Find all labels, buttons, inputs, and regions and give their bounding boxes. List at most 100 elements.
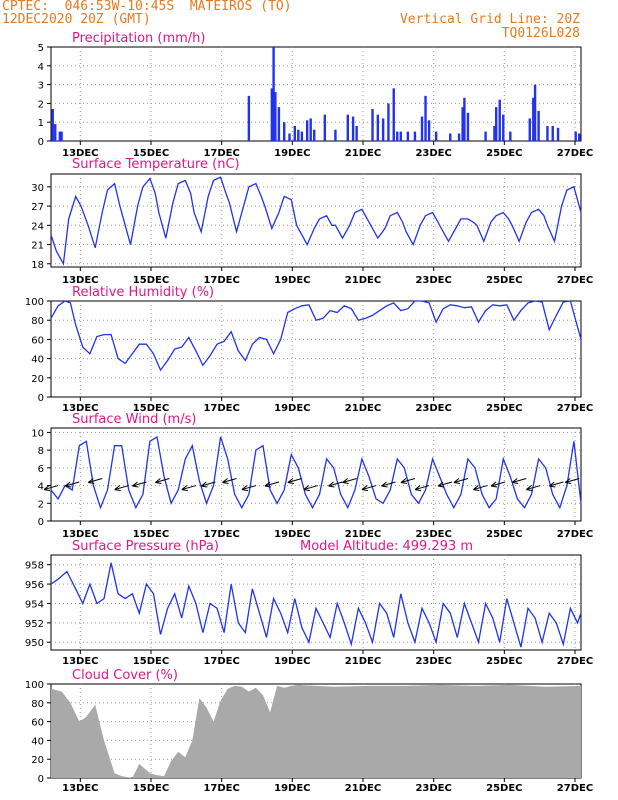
x-tick-label: 17DEC (203, 656, 239, 667)
wind-arrow-head (64, 481, 72, 488)
header-station: CPTEC: 046:53W-10:45S MATEIROS (TO) (2, 0, 292, 14)
wind-arrow-head (303, 485, 310, 492)
wind-arrow (361, 485, 377, 491)
wind-arrow (114, 485, 129, 491)
wind-arrow (453, 478, 469, 483)
wind-arrow (65, 481, 80, 487)
x-tick-label: 19DEC (274, 656, 310, 667)
panel-5 (47, 683, 582, 782)
precip-bar (277, 107, 281, 141)
x-tick-label: 25DEC (486, 529, 522, 540)
wind-arrow-head (222, 478, 229, 484)
panel-1 (47, 173, 582, 271)
wind-arrow-head (43, 485, 51, 492)
y-tick-label: 4 (38, 482, 44, 493)
wind-arrow (414, 485, 430, 491)
y-tick-label: 24 (31, 221, 44, 232)
y-tick-label: 958 (25, 561, 44, 572)
precip-bar (376, 114, 380, 141)
wind-arrow (437, 481, 453, 487)
x-tick-label: 27DEC (557, 148, 593, 159)
x-tick-label: 15DEC (133, 403, 169, 414)
precip-bar (556, 127, 560, 141)
panel-frame (50, 300, 582, 398)
precip-bar (502, 114, 505, 141)
wind-arrow (381, 481, 396, 487)
precip-bar (300, 131, 304, 141)
wind-arrow-head (342, 478, 349, 484)
x-tick-label: 15DEC (133, 529, 169, 540)
precip-bar (58, 131, 62, 141)
panel-4 (47, 554, 582, 654)
wind-arrow-head (453, 478, 461, 484)
precip-bar (457, 133, 461, 141)
precip-bar (463, 97, 466, 141)
y-tick-label: 0 (38, 517, 44, 528)
y-tick-label: 18 (31, 260, 44, 271)
precip-bar (495, 107, 498, 141)
y-tick-label: 952 (25, 619, 44, 630)
wind-arrow (155, 478, 170, 483)
x-tick-label: 15DEC (133, 783, 169, 794)
wind-arrow-head (87, 478, 95, 484)
precip-bar (371, 109, 374, 141)
series-line (50, 562, 582, 648)
wind-arrow (473, 485, 488, 491)
precip-bar (392, 88, 395, 141)
x-tick-label: 23DEC (415, 529, 451, 540)
precip-bar (387, 103, 390, 141)
precip-bar (54, 124, 57, 141)
x-tick-label: 27DEC (557, 783, 593, 794)
wind-arrow-head (490, 481, 498, 488)
series-line (50, 176, 582, 266)
x-tick-label: 21DEC (345, 529, 381, 540)
y-tick-label: 100 (25, 680, 44, 691)
wind-arrow-head (181, 485, 188, 492)
precip-bar (305, 120, 309, 141)
x-tick-label: 23DEC (415, 275, 451, 286)
cloud-area (51, 684, 581, 778)
wind-arrow (526, 485, 541, 491)
y-tick-label: 30 (31, 183, 44, 194)
precip-bar (51, 109, 54, 141)
panel-title: Relative Humidity (%) (72, 285, 214, 300)
wind-arrow-head (114, 485, 121, 492)
precip-bar (270, 88, 274, 141)
precip-bar (537, 110, 540, 141)
series-line (50, 300, 582, 372)
x-tick-label: 21DEC (345, 783, 381, 794)
panel-frame (50, 427, 582, 522)
wind-arrow-head (241, 485, 249, 492)
wind-arrow-head (526, 485, 533, 492)
wind-arrow (303, 485, 318, 491)
precip-bar (288, 133, 291, 141)
wind-arrow-head (381, 481, 388, 488)
precip-bar (60, 131, 63, 141)
precip-bar (313, 129, 316, 141)
wind-arrow (549, 481, 564, 487)
precip-bar (247, 95, 251, 141)
precip-bar (546, 125, 549, 141)
y-tick-label: 27 (31, 202, 44, 213)
wind-arrow (287, 478, 303, 483)
x-tick-label: 25DEC (486, 783, 522, 794)
wind-arrow-head (511, 478, 519, 484)
wind-arrow-head (287, 478, 294, 484)
y-tick-label: 0 (38, 137, 44, 148)
y-tick-label: 80 (31, 316, 44, 327)
precip-bar (578, 133, 581, 141)
precip-bar (449, 133, 452, 141)
wind-arrow (132, 481, 147, 487)
wind-arrow-head (264, 481, 271, 488)
precip-bar (351, 116, 355, 141)
y-tick-label: 8 (38, 446, 44, 457)
wind-arrow (512, 478, 527, 483)
wind-arrow (490, 481, 506, 487)
y-tick-label: 21 (31, 241, 44, 252)
precip-bar (484, 131, 487, 141)
wind-arrow-head (400, 478, 408, 484)
precip-bar (551, 125, 554, 141)
x-tick-label: 27DEC (557, 275, 593, 286)
wind-arrow-head (564, 478, 572, 484)
precip-bar (406, 131, 410, 141)
